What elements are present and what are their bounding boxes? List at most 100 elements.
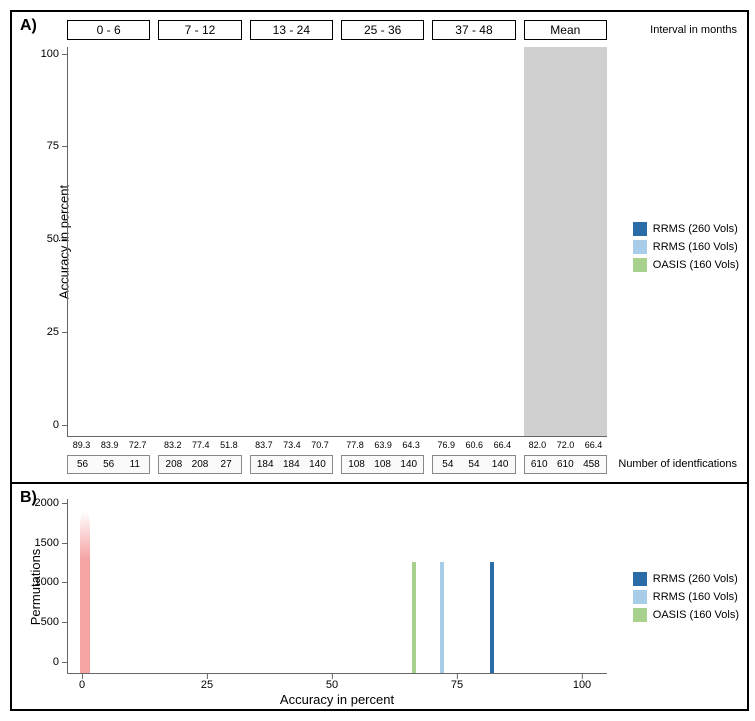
count-cell: 27	[214, 459, 239, 470]
count-cell: 140	[488, 459, 513, 470]
panel-b-legend: RRMS (260 Vols) RRMS (160 Vols) OASIS (160…	[633, 568, 739, 626]
count-group: 108108140	[341, 455, 424, 474]
permutation-distribution	[80, 511, 90, 673]
x-tick: 75	[451, 679, 463, 691]
bar-value-label: 77.8	[346, 440, 364, 450]
interval-box: 37 - 48	[432, 20, 515, 40]
bar-value-label: 83.7	[255, 440, 273, 450]
interval-box: Mean	[524, 20, 607, 40]
x-tick: 100	[573, 679, 591, 691]
interval-header-text: Interval in months	[650, 24, 737, 36]
panel-a-groups: 89.383.972.783.277.451.883.773.470.777.8…	[68, 47, 607, 436]
interval-box: 0 - 6	[67, 20, 150, 40]
count-cell: 54	[435, 459, 460, 470]
panel-a-legend: RRMS (260 Vols) RRMS (160 Vols) OASIS (160…	[633, 218, 739, 276]
legend-item: RRMS (160 Vols)	[633, 590, 739, 604]
legend-swatch	[633, 258, 647, 272]
bar-value-label: 77.4	[192, 440, 210, 450]
bar-value-label: 73.4	[283, 440, 301, 450]
x-tick: 0	[79, 679, 85, 691]
bar-value-label: 72.7	[129, 440, 147, 450]
count-cell: 140	[396, 459, 421, 470]
panel-a-y-axis: Accuracy in percent 0255075100	[12, 47, 67, 437]
x-tick: 50	[326, 679, 338, 691]
legend-item: RRMS (160 Vols)	[633, 240, 739, 254]
bar-group: 76.960.666.4	[433, 47, 516, 436]
bar-value-label: 60.6	[466, 440, 484, 450]
count-group: 20820827	[158, 455, 241, 474]
x-tick: 25	[201, 679, 213, 691]
interval-box: 7 - 12	[158, 20, 241, 40]
legend-item: RRMS (260 Vols)	[633, 572, 739, 586]
y-tick: 25	[47, 326, 59, 338]
bar-value-label: 76.9	[437, 440, 455, 450]
legend-swatch	[633, 222, 647, 236]
count-group: 5454140	[432, 455, 515, 474]
count-group: 184184140	[250, 455, 333, 474]
bar-value-label: 51.8	[220, 440, 238, 450]
bar-group: 77.863.964.3	[342, 47, 425, 436]
bar-value-label: 82.0	[529, 440, 547, 450]
bar-value-label: 70.7	[311, 440, 329, 450]
bar-value-label: 66.4	[585, 440, 603, 450]
panel-b-chart-area	[67, 499, 607, 674]
legend-item: OASIS (160 Vols)	[633, 608, 739, 622]
bar-value-label: 83.9	[101, 440, 119, 450]
count-cell: 56	[70, 459, 95, 470]
count-group: 565611	[67, 455, 150, 474]
legend-label: RRMS (160 Vols)	[653, 241, 738, 253]
count-cell: 11	[122, 459, 147, 470]
bar-value-label: 64.3	[402, 440, 420, 450]
count-cell: 108	[344, 459, 369, 470]
panel-b-x-label: Accuracy in percent	[280, 692, 394, 707]
count-cell: 458	[579, 459, 604, 470]
count-cell: 208	[161, 459, 186, 470]
count-cell: 108	[370, 459, 395, 470]
legend-label: OASIS (160 Vols)	[653, 609, 739, 621]
panel-b: B) Permutations 0500100015002000 Accurac…	[12, 484, 747, 709]
legend-label: RRMS (260 Vols)	[653, 223, 738, 235]
count-cell: 610	[527, 459, 552, 470]
count-footer-text: Number of identfications	[618, 458, 737, 470]
panel-b-y-axis: Permutations 0500100015002000	[12, 499, 67, 674]
y-tick: 0	[53, 419, 59, 431]
bar-value-label: 89.3	[73, 440, 91, 450]
legend-label: RRMS (160 Vols)	[653, 591, 738, 603]
count-cell: 56	[96, 459, 121, 470]
count-cell: 140	[305, 459, 330, 470]
count-group: 610610458	[524, 455, 607, 474]
bar-value-label: 72.0	[557, 440, 575, 450]
legend-label: OASIS (160 Vols)	[653, 259, 739, 271]
y-tick: 100	[41, 48, 59, 60]
count-cell: 610	[553, 459, 578, 470]
bar-value-label: 66.4	[494, 440, 512, 450]
count-cell: 208	[187, 459, 212, 470]
accuracy-marker	[440, 562, 444, 673]
figure-container: A) 0 - 67 - 1213 - 2425 - 3637 - 48Mean …	[10, 10, 749, 711]
count-footer-row: 5656112082082718418414010810814054541406…	[67, 455, 607, 474]
accuracy-marker	[490, 562, 494, 673]
legend-swatch	[633, 590, 647, 604]
count-cell: 54	[461, 459, 486, 470]
y-tick: 75	[47, 140, 59, 152]
bar-group: 89.383.972.7	[68, 47, 151, 436]
y-tick: 1500	[35, 537, 59, 549]
count-cell: 184	[279, 459, 304, 470]
count-cell: 184	[253, 459, 278, 470]
bar-value-label: 83.2	[164, 440, 182, 450]
y-tick: 0	[53, 656, 59, 668]
legend-label: RRMS (260 Vols)	[653, 573, 738, 585]
bar-value-label: 63.9	[374, 440, 392, 450]
accuracy-marker	[412, 562, 416, 673]
y-tick: 50	[47, 233, 59, 245]
legend-swatch	[633, 608, 647, 622]
y-tick: 500	[41, 616, 59, 628]
legend-item: OASIS (160 Vols)	[633, 258, 739, 272]
interval-box: 13 - 24	[250, 20, 333, 40]
y-tick: 1000	[35, 576, 59, 588]
legend-swatch	[633, 240, 647, 254]
interval-header-row: 0 - 67 - 1213 - 2425 - 3637 - 48Mean	[67, 20, 607, 40]
bar-group: 83.277.451.8	[159, 47, 242, 436]
legend-item: RRMS (260 Vols)	[633, 222, 739, 236]
y-tick: 2000	[35, 497, 59, 509]
